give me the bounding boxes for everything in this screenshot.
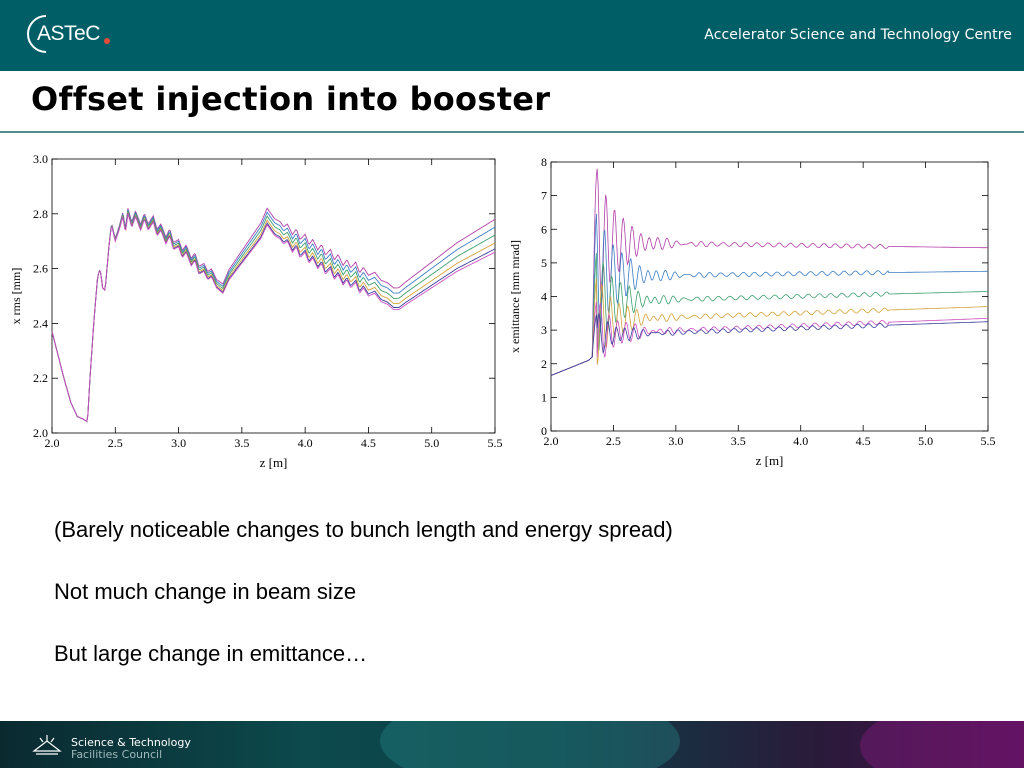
footer-org: Science & Technology Facilities Council xyxy=(71,737,191,761)
x-tick-label: 2.0 xyxy=(544,434,559,448)
x-tick-label: 5.0 xyxy=(918,434,933,448)
x-tick-label: 2.5 xyxy=(606,434,621,448)
chart-x-rms: 2.0 2.5 3.0 3.5 4.0 4.5 5.0 5.5 2.0 2.2 2.4 2.6 2.8 3… xyxy=(9,152,503,470)
series-line xyxy=(51,213,496,423)
bullet-item: (Barely noticeable changes to bunch leng… xyxy=(54,517,673,542)
x-tick-label: 4.0 xyxy=(298,436,313,450)
logo-swoosh-icon xyxy=(27,15,47,53)
x-tick-label: 2.5 xyxy=(108,436,123,450)
series-line xyxy=(550,252,988,376)
x-tick-label: 3.5 xyxy=(234,436,249,450)
plot-frame xyxy=(51,158,496,434)
y-tick-label: 0 xyxy=(541,424,547,438)
footer-line2: Facilities Council xyxy=(71,748,163,761)
y-tick-label: 7 xyxy=(541,189,547,203)
y-tick-label: 6 xyxy=(541,222,547,236)
series-line xyxy=(550,213,988,376)
y-tick-label: 5 xyxy=(541,256,547,270)
series-line xyxy=(51,210,496,423)
x-tick-label: 3.0 xyxy=(668,434,683,448)
x-tick-label: 3.0 xyxy=(171,436,186,450)
header-bar: ASTeC Accelerator Science and Technology… xyxy=(0,0,1024,71)
x-tick-label: 2.0 xyxy=(45,436,60,450)
x-tick-label: 5.0 xyxy=(424,436,439,450)
bullet-item: Not much change in beam size xyxy=(54,579,357,604)
bullet-list: (Barely noticeable changes to bunch leng… xyxy=(54,517,954,703)
x-tick-label: 4.5 xyxy=(856,434,871,448)
x-tick-label: 5.5 xyxy=(488,436,503,450)
x-axis-label: z [m] xyxy=(756,453,784,468)
series-line xyxy=(51,209,496,423)
chart-x-emittance: 2.0 2.5 3.0 3.5 4.0 4.5 5.0 5.5 0 1 2 3 4 5 6 7 8 z [m] x … xyxy=(510,155,996,468)
x-tick-label: 5.5 xyxy=(981,434,996,448)
y-tick-label: 2 xyxy=(541,357,547,371)
series-line xyxy=(51,212,496,423)
y-tick-label: 2.2 xyxy=(33,371,48,385)
footer-bar: Science & Technology Facilities Council xyxy=(0,721,1024,768)
y-tick-label: 4 xyxy=(541,290,547,304)
series-line xyxy=(550,312,988,376)
org-name: Accelerator Science and Technology Centr… xyxy=(704,27,1012,43)
y-tick-label: 2.6 xyxy=(33,262,48,276)
bullet-item: But large change in emittance… xyxy=(54,641,368,666)
x-axis-label: z [m] xyxy=(260,455,288,470)
y-tick-label: 1 xyxy=(541,390,547,404)
page-title: Offset injection into booster xyxy=(31,80,551,118)
y-tick-label: 3.0 xyxy=(33,152,48,166)
x-tick-label: 4.0 xyxy=(793,434,808,448)
series-line xyxy=(550,168,988,376)
series-line xyxy=(51,213,496,423)
series-line xyxy=(51,207,496,423)
y-tick-label: 8 xyxy=(541,155,547,169)
x-tick-label: 4.5 xyxy=(361,436,376,450)
astec-logo: ASTeC xyxy=(18,13,114,55)
series-line xyxy=(550,301,988,376)
title-divider xyxy=(0,131,1024,133)
logo-text: ASTeC xyxy=(37,22,100,45)
y-axis-label: x emittance [mm mrad] xyxy=(510,240,522,353)
footer-line1: Science & Technology xyxy=(71,736,191,749)
stfc-logo-icon xyxy=(32,735,62,755)
y-tick-label: 2.0 xyxy=(33,426,48,440)
y-tick-label: 2.4 xyxy=(33,316,48,330)
x-tick-label: 3.5 xyxy=(731,434,746,448)
y-tick-label: 3 xyxy=(541,323,547,337)
y-axis-label: x rms [mm] xyxy=(9,268,23,325)
logo-dot-icon xyxy=(104,38,110,44)
y-tick-label: 2.8 xyxy=(33,207,48,221)
